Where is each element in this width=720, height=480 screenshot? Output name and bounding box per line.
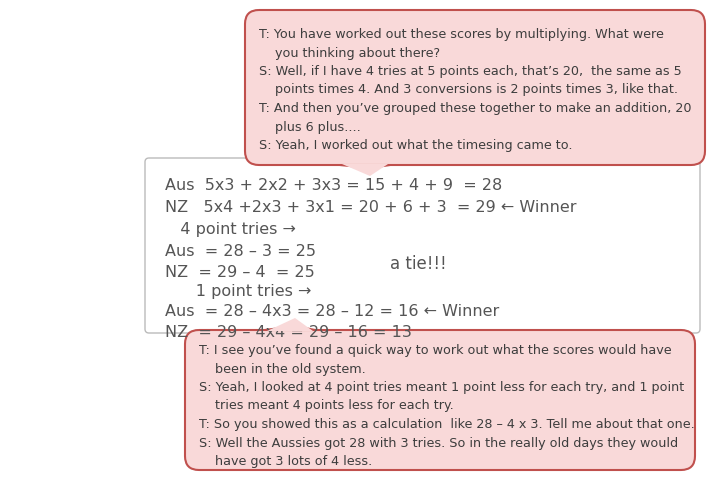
Polygon shape bbox=[265, 326, 315, 330]
Polygon shape bbox=[340, 165, 390, 168]
Text: points times 4. And 3 conversions is 2 points times 3, like that.: points times 4. And 3 conversions is 2 p… bbox=[259, 84, 678, 96]
Text: T: I see you’ve found a quick way to work out what the scores would have: T: I see you’ve found a quick way to wor… bbox=[199, 344, 672, 357]
Text: NZ  = 29 – 4x4 = 29 – 16 = 13: NZ = 29 – 4x4 = 29 – 16 = 13 bbox=[165, 325, 412, 340]
PathPatch shape bbox=[245, 10, 705, 165]
PathPatch shape bbox=[145, 158, 700, 333]
Text: NZ  = 29 – 4  = 25: NZ = 29 – 4 = 25 bbox=[165, 265, 315, 280]
Text: S: Yeah, I looked at 4 point tries meant 1 point less for each try, and 1 point: S: Yeah, I looked at 4 point tries meant… bbox=[199, 381, 684, 394]
Text: been in the old system.: been in the old system. bbox=[199, 362, 366, 375]
Text: plus 6 plus....: plus 6 plus.... bbox=[259, 120, 361, 133]
Text: T: You have worked out these scores by multiplying. What were: T: You have worked out these scores by m… bbox=[259, 28, 664, 41]
Text: S: Yeah, I worked out what the timesing came to.: S: Yeah, I worked out what the timesing … bbox=[259, 139, 572, 152]
Text: NZ   5x4 +2x3 + 3x1 = 20 + 6 + 3  = 29 ← Winner: NZ 5x4 +2x3 + 3x1 = 20 + 6 + 3 = 29 ← Wi… bbox=[165, 200, 577, 215]
Text: S: Well, if I have 4 tries at 5 points each, that’s 20,  the same as 5: S: Well, if I have 4 tries at 5 points e… bbox=[259, 65, 682, 78]
Polygon shape bbox=[342, 164, 388, 176]
Text: 1 point tries →: 1 point tries → bbox=[165, 284, 311, 299]
Text: T: And then you’ve grouped these together to make an addition, 20: T: And then you’ve grouped these togethe… bbox=[259, 102, 691, 115]
PathPatch shape bbox=[185, 330, 695, 470]
Text: you thinking about there?: you thinking about there? bbox=[259, 47, 440, 60]
Text: a tie!!!: a tie!!! bbox=[390, 255, 446, 273]
Text: tries meant 4 points less for each try.: tries meant 4 points less for each try. bbox=[199, 399, 454, 412]
Text: T: So you showed this as a calculation  like 28 – 4 x 3. Tell me about that one.: T: So you showed this as a calculation l… bbox=[199, 418, 695, 431]
Text: Aus  5x3 + 2x2 + 3x3 = 15 + 4 + 9  = 28: Aus 5x3 + 2x2 + 3x3 = 15 + 4 + 9 = 28 bbox=[165, 178, 503, 193]
Text: Aus  = 28 – 4x3 = 28 – 12 = 16 ← Winner: Aus = 28 – 4x3 = 28 – 12 = 16 ← Winner bbox=[165, 304, 499, 319]
Polygon shape bbox=[267, 318, 313, 331]
Text: S: Well the Aussies got 28 with 3 tries. So in the really old days they would: S: Well the Aussies got 28 with 3 tries.… bbox=[199, 436, 678, 449]
Text: have got 3 lots of 4 less.: have got 3 lots of 4 less. bbox=[199, 455, 372, 468]
Text: 4 point tries →: 4 point tries → bbox=[165, 222, 296, 237]
Text: Aus  = 28 – 3 = 25: Aus = 28 – 3 = 25 bbox=[165, 244, 316, 259]
